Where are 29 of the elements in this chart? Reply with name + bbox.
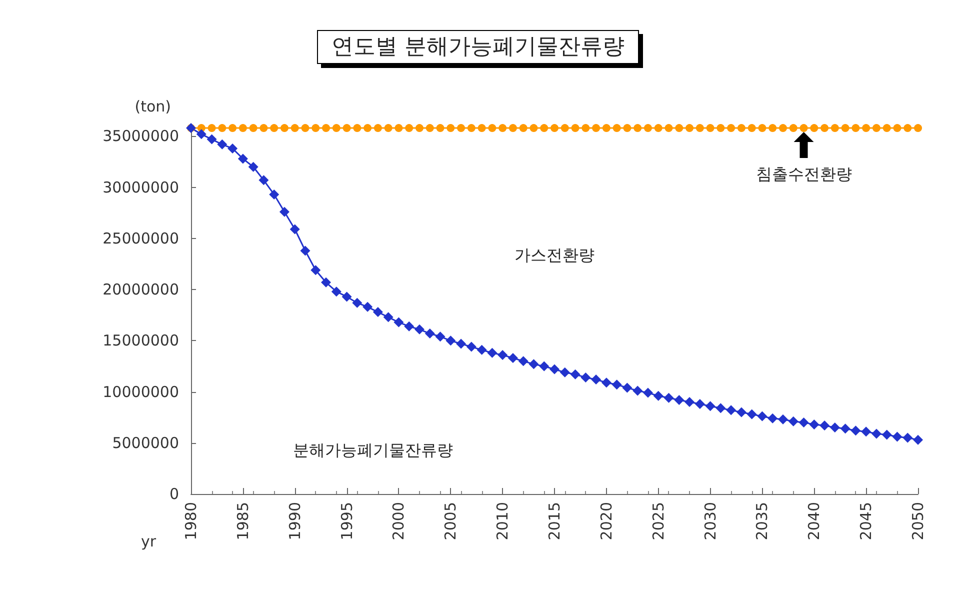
annotation: 침출수전환량 xyxy=(756,164,852,184)
y-tick-label: 35000000 xyxy=(102,127,179,146)
x-tick-label: 2000 xyxy=(390,502,408,540)
x-tick-label: 2030 xyxy=(701,502,720,540)
x-tick-label: 2015 xyxy=(546,502,564,540)
x-tick-label: 2025 xyxy=(649,502,668,540)
x-tick-label: 2040 xyxy=(805,502,824,540)
x-tick-label: 2050 xyxy=(909,502,927,540)
x-axis-title: yr xyxy=(140,532,157,550)
annotation: 분해가능폐기물잔류량 xyxy=(292,440,453,460)
y-tick-label: 5000000 xyxy=(112,434,179,452)
x-tick-label: 1985 xyxy=(234,502,252,540)
y-tick-label: 0 xyxy=(169,485,179,503)
annotation: 가스전환량 xyxy=(514,245,594,264)
x-tick-label: 2035 xyxy=(753,502,772,540)
x-tick-label: 1995 xyxy=(338,502,356,540)
x-tick-label: 2045 xyxy=(857,502,876,540)
chart-title: 연도별 분해가능폐기물잔류량 xyxy=(332,34,624,60)
x-tick-label: 2020 xyxy=(597,502,616,540)
x-tick-label: 2010 xyxy=(494,502,512,540)
y-tick-label: 25000000 xyxy=(102,229,179,248)
x-tick-label: 1990 xyxy=(286,502,304,540)
y-tick-label: 10000000 xyxy=(102,382,179,401)
x-tick-label: 1980 xyxy=(182,502,200,540)
x-tick-label: 2005 xyxy=(442,502,460,540)
y-tick-label: 15000000 xyxy=(102,332,179,350)
y-tick-label: 30000000 xyxy=(102,178,179,196)
y-tick-label: 20000000 xyxy=(102,280,179,299)
y-axis-title: (ton) xyxy=(134,98,171,116)
